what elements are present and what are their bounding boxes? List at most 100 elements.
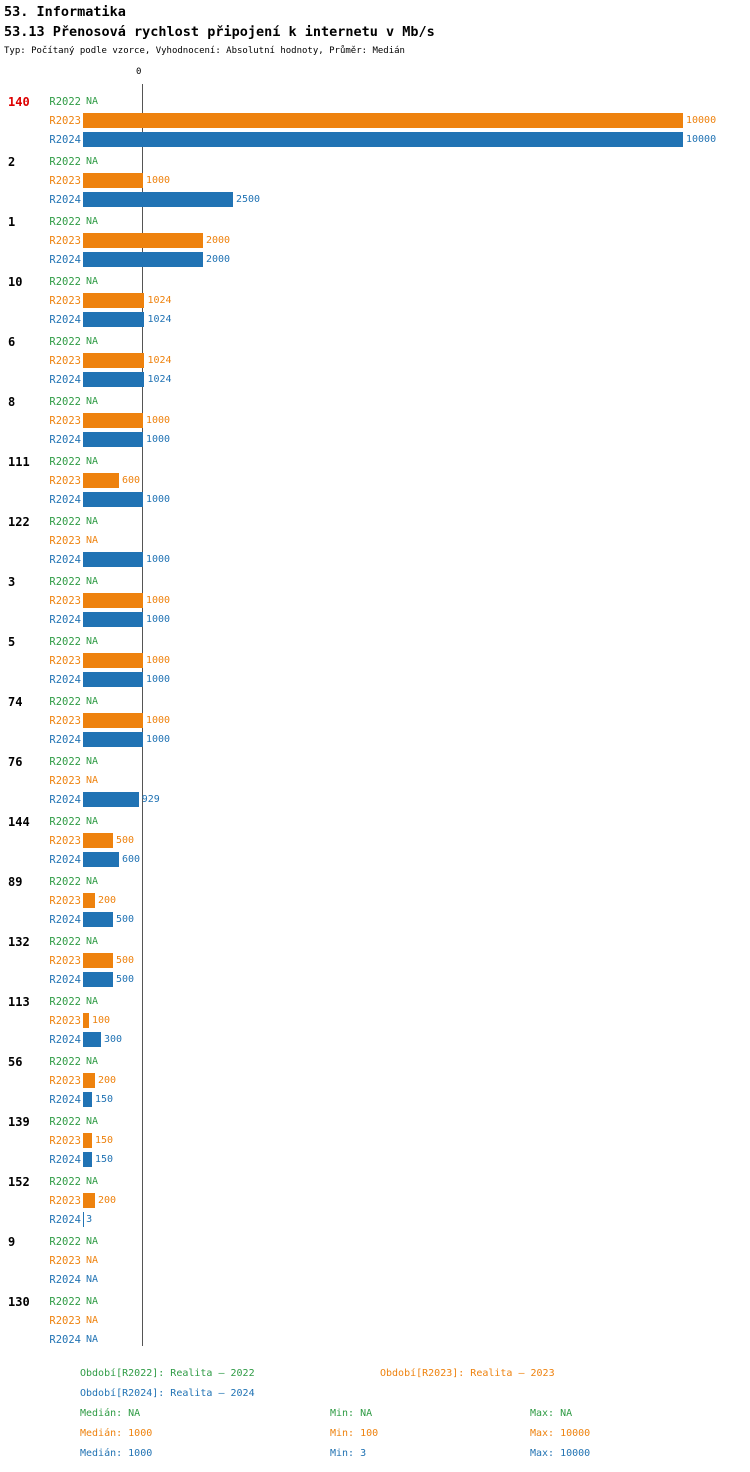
value-label: NA [86,876,99,887]
bar-group: 5 R2022 NA R2023 1000 R2024 1000 [0,632,750,689]
series-label: R2022 [49,396,81,408]
group-id-label: 89 [8,875,23,889]
value-bar [83,1073,95,1088]
series-label: R2023 [49,115,81,127]
value-label: 929 [141,794,160,805]
value-bar [83,173,143,188]
value-label: NA [86,516,99,527]
value-bar [83,372,145,387]
series-label: R2022 [49,936,81,948]
value-bar [83,233,203,248]
bar-row: R2024 2500 [0,190,750,209]
series-label: R2024 [49,434,81,446]
value-label: NA [86,1296,99,1307]
value-label: 1000 [146,554,171,565]
group-id-label: 8 [8,395,16,409]
group-id-label: 140 [8,95,30,109]
value-label: NA [86,1255,99,1266]
bar-row: 10 R2022 NA [0,272,750,291]
series-label: R2023 [49,415,81,427]
series-label: R2023 [49,535,81,547]
stat-median-r2024: Medián: 1000 [80,1448,153,1459]
value-bar [83,1032,101,1047]
series-label: R2024 [49,134,81,146]
value-bar [83,1152,92,1167]
value-label: NA [86,216,99,227]
bar-row: R2024 500 [0,910,750,929]
bar-row: R2024 1024 [0,370,750,389]
value-bar [83,312,145,327]
bar-group: 113 R2022 NA R2023 100 R2024 300 [0,992,750,1049]
value-label: 150 [95,1154,114,1165]
stat-min-r2024: Min: 3 [330,1448,367,1459]
legend-item-r2022: Období[R2022]: Realita – 2022 [80,1368,255,1379]
plot-area: 140 R2022 NA R2023 10000 R2024 10000 2 R2022 NA R2… [0,92,750,1352]
stat-min-r2023: Min: 100 [330,1428,379,1439]
value-label: NA [86,1315,99,1326]
bar-row: 89 R2022 NA [0,872,750,891]
bar-row: R2023 1024 [0,291,750,310]
series-label: R2024 [49,1094,81,1106]
value-label: NA [86,576,99,587]
bar-row: R2024 2000 [0,250,750,269]
value-label: NA [86,1274,99,1285]
value-label: NA [86,336,99,347]
group-id-label: 2 [8,155,16,169]
value-label: NA [86,816,99,827]
bar-row: 6 R2022 NA [0,332,750,351]
group-id-label: 111 [8,455,30,469]
series-label: R2024 [49,1214,81,1226]
value-label: 600 [122,854,141,865]
bar-row: R2024 1000 [0,430,750,449]
value-bar [83,252,203,267]
value-label: NA [86,1056,99,1067]
bar-row: R2024 1024 [0,310,750,329]
bar-row: R2024 150 [0,1090,750,1109]
bar-row: 113 R2022 NA [0,992,750,1011]
bar-row: R2024 1000 [0,670,750,689]
bar-group: 132 R2022 NA R2023 500 R2024 500 [0,932,750,989]
value-bar [83,413,143,428]
bar-row: R2023 200 [0,1071,750,1090]
bar-row: R2024 1000 [0,730,750,749]
series-label: R2024 [49,1034,81,1046]
value-label: NA [86,756,99,767]
series-label: R2022 [49,816,81,828]
group-id-label: 122 [8,515,30,529]
stat-max-r2023: Max: 10000 [530,1428,591,1439]
series-label: R2023 [49,1195,81,1207]
group-id-label: 139 [8,1115,30,1129]
bar-row: R2023 100 [0,1011,750,1030]
value-bar [83,672,143,687]
stat-max-r2024: Max: 10000 [530,1448,591,1459]
bar-group: 152 R2022 NA R2023 200 R2024 3 [0,1172,750,1229]
series-label: R2022 [49,456,81,468]
value-label: NA [86,1334,99,1345]
series-label: R2024 [49,914,81,926]
group-id-label: 5 [8,635,16,649]
stat-min-r2022: Min: NA [330,1408,373,1419]
bar-row: R2023 200 [0,1191,750,1210]
series-label: R2024 [49,374,81,386]
value-label: NA [86,936,99,947]
bar-row: R2024 500 [0,970,750,989]
value-label: 1000 [146,734,171,745]
bar-row: R2024 NA [0,1270,750,1289]
series-label: R2024 [49,1274,81,1286]
series-label: R2023 [49,775,81,787]
value-label: 200 [98,895,117,906]
series-label: R2022 [49,636,81,648]
series-label: R2023 [49,175,81,187]
bar-row: R2024 300 [0,1030,750,1049]
value-label: 1000 [146,434,171,445]
bar-row: R2024 1000 [0,490,750,509]
bar-row: R2023 500 [0,951,750,970]
value-bar [83,1013,89,1028]
group-id-label: 113 [8,995,30,1009]
value-label: 1000 [146,674,171,685]
value-bar [83,1133,92,1148]
axis-zero-label: 0 [136,67,142,77]
series-label: R2023 [49,1075,81,1087]
value-label: 500 [116,914,135,925]
value-label: NA [86,396,99,407]
